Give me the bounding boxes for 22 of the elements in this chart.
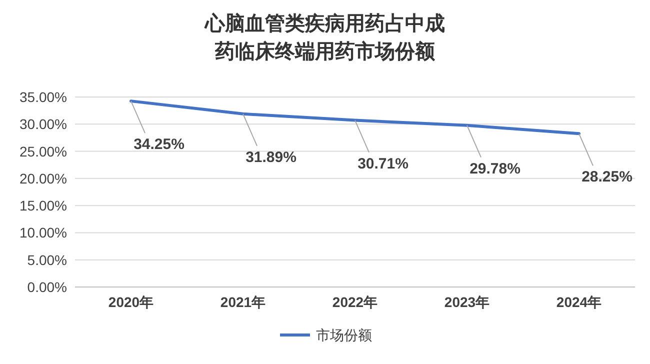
y-tick-label: 5.00% <box>27 252 67 268</box>
data-label: 34.25% <box>134 136 184 154</box>
line-series <box>130 100 580 136</box>
x-tick-label: 2023年 <box>444 294 490 310</box>
x-tick-label: 2022年 <box>332 294 378 310</box>
data-label: 28.25% <box>582 168 632 186</box>
y-tick-label: 10.00% <box>20 224 67 241</box>
title: 心脑血管类疾病用药占中成药临床终端用药市场份额 <box>205 13 445 63</box>
x-tick-label: 2020年 <box>108 294 154 310</box>
legend-label: 市场份额 <box>316 327 372 343</box>
y-tick-label: 35.00% <box>20 89 67 105</box>
data-label: 29.78% <box>470 160 520 178</box>
y-tick-label: 0.00% <box>27 279 67 295</box>
x-tick-label: 2024年 <box>556 294 602 310</box>
y-tick-label: 20.00% <box>20 170 67 186</box>
y-tick-label: 25.00% <box>20 143 67 160</box>
legend: 市场份额 <box>280 327 372 343</box>
data-label: 31.89% <box>246 148 296 166</box>
y-tick-label: 30.00% <box>20 116 67 132</box>
x-tick-label: 2021年 <box>220 294 266 310</box>
y-tick-label: 15.00% <box>20 198 67 214</box>
data-label: 30.71% <box>358 155 408 172</box>
